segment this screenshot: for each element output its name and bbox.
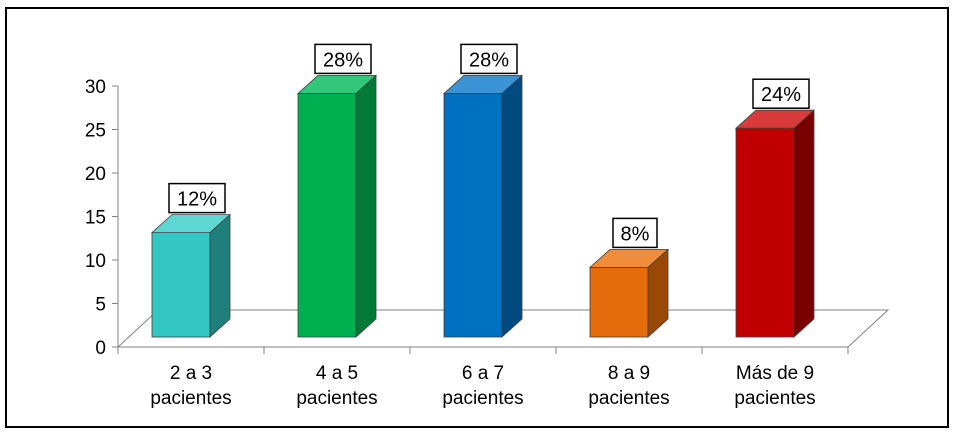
y-tick-label: 10 [85,251,106,272]
x-tick-label: pacientes [734,388,815,409]
bar-front [735,127,795,338]
y-tick-label: 30 [85,77,106,98]
y-tick-label: 0 [95,338,106,359]
x-tick-label: 2 a 3 [170,363,212,384]
bar-front [297,93,357,338]
bar-top [150,214,232,234]
data-label: 28% [323,49,363,71]
x-tick-label: pacientes [442,388,523,409]
bar-top [734,109,816,129]
data-label: 12% [177,189,217,211]
y-tick-label: 15 [85,208,106,229]
x-tick-label: 8 a 9 [608,363,650,384]
x-tick-label: Más de 9 [736,363,814,384]
bar-side [501,74,523,338]
bar-front [151,232,211,338]
data-label-box [752,78,810,109]
x-tick-label: pacientes [296,388,377,409]
x-tick-label: pacientes [588,388,669,409]
x-tick-label: 4 a 5 [316,363,358,384]
x-tick-label: pacientes [150,388,231,409]
x-tick-label: 6 a 7 [462,363,504,384]
data-label-box [612,217,658,249]
bar-side [793,109,815,338]
bar-top [588,248,670,268]
data-label: 28% [469,49,509,71]
data-label: 8% [621,223,650,245]
y-tick-label: 20 [85,164,106,185]
data-label: 24% [761,84,801,106]
data-label-box [168,182,226,214]
data-label-box [460,43,518,75]
y-tick-label: 5 [95,295,106,316]
bar-top [296,75,378,94]
bar-front [443,93,503,338]
bar-top [442,75,524,94]
bar-side [355,74,377,338]
bar-front [589,266,649,338]
bar-side [209,213,231,338]
y-tick-label: 25 [85,121,106,142]
data-label-box [314,43,372,75]
